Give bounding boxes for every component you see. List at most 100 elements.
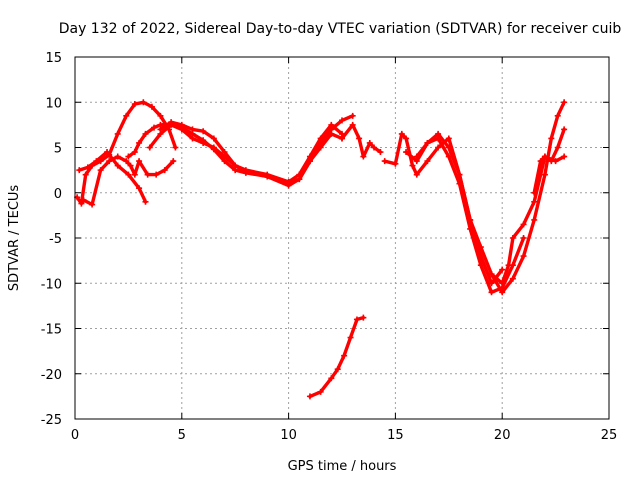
y-tick-label: 0 (54, 187, 62, 202)
data-point (125, 171, 132, 178)
data-point (339, 135, 345, 142)
data-point (531, 216, 538, 223)
series-line-trace-1 (75, 100, 178, 206)
data-point (178, 121, 185, 128)
data-point (131, 101, 138, 108)
data-point (349, 112, 356, 119)
data-point (435, 144, 442, 151)
data-point (114, 153, 121, 160)
data-point (398, 130, 405, 137)
data-point (552, 158, 559, 165)
y-tick-label: 10 (45, 96, 62, 111)
data-point (409, 162, 416, 169)
tick-layer: 0 5 10 15 20 25 -25 -20 -15 -10 -5 0 5 10 15 (41, 51, 618, 443)
data-point (114, 162, 121, 169)
data-point (148, 103, 155, 110)
series-line-trace-7 (308, 315, 366, 399)
data-point (136, 185, 143, 192)
data-point (477, 262, 484, 269)
data-point (142, 198, 149, 205)
data-point (200, 139, 207, 146)
data-point (210, 135, 217, 142)
x-tick-label: 5 (178, 428, 186, 443)
data-point (561, 153, 568, 160)
data-point (499, 266, 506, 273)
y-tick-label: -20 (41, 368, 62, 383)
x-axis-label: GPS time / hours (288, 459, 397, 474)
data-point (328, 130, 335, 137)
data-point (306, 393, 313, 400)
data-point (189, 135, 196, 142)
data-point (403, 135, 410, 142)
data-point (561, 126, 568, 133)
y-tick-label: -15 (41, 323, 62, 338)
series-line-trace-8 (340, 123, 383, 159)
data-point (381, 158, 388, 165)
data-point (97, 167, 104, 174)
data-point (161, 167, 168, 174)
data-point (371, 144, 378, 151)
data-point (505, 262, 512, 269)
data-point (242, 168, 249, 175)
data-point (413, 153, 420, 160)
data-point (125, 153, 132, 160)
data-point (541, 171, 548, 178)
series-layer (74, 99, 568, 400)
data-point (146, 144, 153, 151)
data-point (136, 158, 143, 165)
data-point (80, 196, 87, 203)
data-point (232, 162, 239, 169)
data-point (172, 144, 179, 151)
data-point (76, 167, 83, 174)
data-point (548, 135, 555, 142)
x-tick-label: 10 (280, 428, 297, 443)
data-point (170, 158, 177, 165)
data-point (157, 112, 164, 119)
y-tick-label: -5 (49, 232, 62, 247)
data-point (93, 158, 100, 165)
data-point (306, 158, 313, 165)
data-point (140, 99, 147, 106)
data-point (328, 121, 335, 128)
series-line-trace-11 (415, 100, 566, 294)
data-point (317, 388, 324, 395)
data-point (131, 171, 138, 178)
data-point (131, 149, 138, 156)
data-point (78, 200, 85, 207)
data-point (554, 144, 561, 151)
data-point (151, 124, 158, 131)
grid-layer (75, 57, 609, 419)
data-point (285, 182, 292, 189)
x-tick-label: 25 (601, 428, 618, 443)
data-point (377, 149, 384, 156)
y-tick-label: -25 (41, 413, 62, 428)
data-point (347, 334, 354, 341)
data-point (106, 158, 113, 165)
data-point (82, 171, 89, 178)
data-point (89, 201, 96, 208)
data-point (360, 314, 367, 321)
data-point (360, 153, 367, 160)
data-point (435, 130, 442, 137)
data-point (200, 128, 207, 135)
data-point (328, 375, 335, 382)
data-point (341, 352, 348, 359)
data-point (392, 160, 399, 167)
data-point (317, 144, 324, 151)
data-point (123, 112, 130, 119)
data-point (445, 144, 452, 151)
data-point (413, 171, 420, 178)
data-point (136, 139, 143, 146)
data-point (123, 158, 130, 165)
data-point (561, 99, 568, 106)
data-point (554, 112, 561, 119)
x-tick-label: 15 (387, 428, 404, 443)
data-point (520, 253, 527, 260)
data-point (296, 176, 303, 183)
data-point (189, 126, 196, 133)
data-point (127, 162, 134, 169)
data-point (356, 135, 363, 142)
data-point (520, 235, 527, 241)
